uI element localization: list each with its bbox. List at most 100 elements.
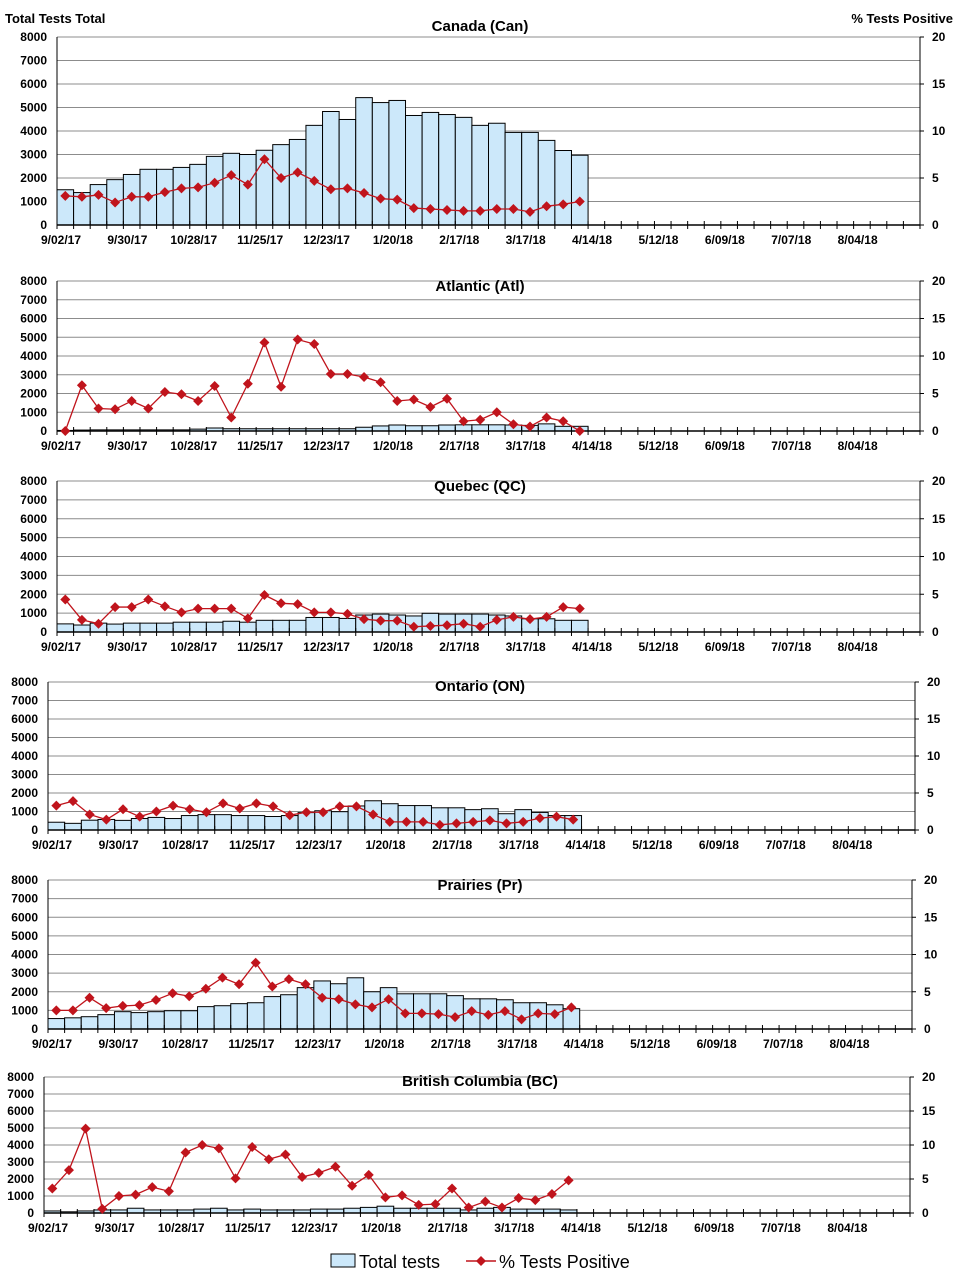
pct-positive-marker	[213, 1143, 224, 1154]
x-tick-label: 8/04/18	[832, 838, 872, 852]
pct-positive-marker	[93, 618, 104, 629]
bar-total-tests	[180, 1010, 199, 1030]
x-tick-label: 7/07/18	[766, 838, 806, 852]
pct-positive-marker	[483, 1009, 494, 1020]
bar-total-tests	[106, 623, 124, 633]
panel-title: Atlantic (Atl)	[435, 278, 524, 295]
y-right-tick-label: 5	[922, 1172, 929, 1186]
x-tick-label: 12/23/17	[303, 640, 350, 654]
pct-positive-marker	[283, 974, 294, 985]
y-left-tick-label: 1000	[20, 606, 47, 620]
panel-title: Prairies (Pr)	[437, 877, 522, 894]
x-tick-label: 12/23/17	[295, 838, 342, 852]
pct-positive-marker	[359, 188, 370, 199]
bar-total-tests	[305, 616, 324, 633]
bar-total-tests	[114, 819, 132, 831]
x-tick-label: 8/04/18	[830, 1037, 870, 1051]
pct-positive-marker	[367, 1002, 377, 1013]
x-tick-label: 8/04/18	[838, 439, 878, 453]
pct-positive-marker	[397, 1190, 408, 1201]
pct-positive-marker	[276, 598, 287, 609]
bar-total-tests	[338, 118, 357, 226]
bar-total-tests	[379, 987, 398, 1030]
y-left-tick-label: 4000	[11, 948, 38, 962]
pct-positive-marker	[392, 396, 403, 406]
bar-total-tests	[97, 1014, 115, 1030]
pct-positive-marker	[342, 369, 353, 379]
pct-positive-marker	[491, 204, 502, 215]
pct-positive-marker	[342, 183, 353, 194]
y-left-tick-label: 5000	[11, 731, 38, 745]
legend: Total tests % Tests Positive	[330, 1252, 630, 1272]
y-right-tick-label: 15	[932, 512, 946, 526]
x-tick-label: 6/09/18	[697, 1037, 737, 1051]
bar-total-tests	[305, 124, 324, 226]
bar-total-tests	[80, 819, 99, 831]
pct-positive-marker	[375, 193, 386, 204]
bar-total-tests	[47, 821, 66, 831]
bar-total-tests	[205, 621, 224, 633]
bar-total-tests	[554, 619, 572, 633]
pct-positive-marker	[309, 607, 320, 618]
pct-positive-marker	[563, 1175, 574, 1186]
pct-positive-marker	[126, 602, 137, 613]
bar-total-tests	[272, 144, 290, 226]
y-right-tick-label: 5	[927, 786, 934, 800]
bar-total-tests	[322, 110, 340, 226]
y-left-tick-label: 0	[27, 1206, 34, 1220]
pct-positive-marker	[558, 602, 569, 613]
x-tick-label: 6/09/18	[705, 640, 745, 654]
y-left-tick-label: 5000	[20, 101, 47, 115]
pct-positive-marker	[60, 426, 71, 436]
pct-positive-marker	[76, 614, 87, 625]
pct-positive-marker	[93, 189, 104, 200]
pct-positive-marker	[325, 369, 336, 379]
y-right-tick-label: 20	[932, 30, 946, 44]
pct-positive-marker	[442, 393, 453, 404]
x-tick-label: 5/12/18	[638, 439, 678, 453]
pct-positive-marker	[508, 611, 519, 622]
pct-positive-marker	[184, 804, 195, 815]
pct-positive-marker	[458, 416, 469, 427]
pct-positive-marker	[163, 1186, 174, 1197]
pct-positive-marker	[475, 205, 486, 216]
y-left-tick-label: 4000	[11, 749, 38, 763]
pct-positive-marker	[292, 334, 303, 345]
y-right-tick-label: 0	[924, 1022, 931, 1036]
pct-positive-marker	[209, 381, 220, 391]
x-tick-label: 8/04/18	[838, 233, 878, 247]
pct-positive-marker	[524, 421, 535, 432]
x-tick-label: 8/04/18	[827, 1221, 867, 1235]
bar-total-tests	[355, 97, 373, 226]
pct-positive-marker	[496, 1202, 507, 1213]
pct-positive-marker	[408, 394, 419, 405]
pct-positive-marker	[566, 1002, 577, 1013]
pct-positive-marker	[130, 1189, 141, 1200]
bar-total-tests	[172, 621, 191, 633]
pct-positive-marker	[442, 620, 453, 631]
pct-positive-marker	[383, 994, 394, 1005]
pct-positive-marker	[84, 992, 95, 1003]
bar-total-tests	[570, 619, 589, 633]
y-left-tick-label: 0	[40, 424, 47, 438]
pct-positive-marker	[401, 816, 412, 827]
y-left-tick-label: 3000	[20, 568, 47, 582]
pct-positive-marker	[76, 380, 87, 391]
y-right-tick-label: 0	[932, 218, 939, 232]
pct-positive-marker	[458, 618, 469, 629]
pct-positive-marker	[242, 179, 253, 190]
bar-total-tests	[280, 994, 298, 1030]
bar-total-tests	[205, 155, 224, 226]
pct-positive-marker	[184, 991, 195, 1002]
bar-total-tests	[264, 815, 282, 831]
pct-positive-marker	[268, 801, 279, 812]
x-tick-label: 5/12/18	[628, 1221, 668, 1235]
right-axis-title: % Tests Positive	[851, 11, 953, 26]
pct-positive-marker	[63, 1165, 74, 1176]
pct-positive-marker	[480, 1196, 491, 1207]
x-tick-label: 4/14/18	[564, 1037, 604, 1051]
y-left-tick-label: 6000	[20, 512, 47, 526]
pct-positive-marker	[110, 197, 121, 208]
pct-positive-line	[51, 1126, 570, 1211]
bar-total-tests	[313, 980, 331, 1030]
